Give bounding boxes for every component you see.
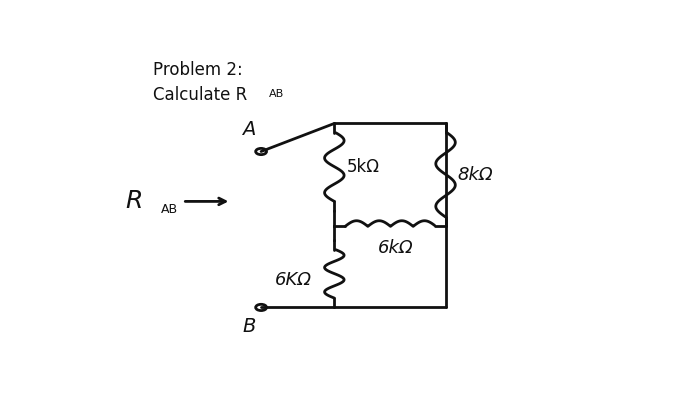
Text: Problem 2:: Problem 2: (153, 61, 242, 79)
Text: AB: AB (270, 89, 284, 98)
Text: A: A (242, 120, 256, 139)
Text: 5kΩ: 5kΩ (346, 158, 379, 176)
Text: R: R (125, 190, 143, 213)
Text: 8kΩ: 8kΩ (458, 166, 493, 184)
Text: 6KΩ: 6KΩ (274, 271, 312, 289)
Text: AB: AB (161, 203, 178, 216)
Text: Calculate R: Calculate R (153, 86, 247, 104)
Text: 6kΩ: 6kΩ (377, 239, 413, 257)
Text: B: B (242, 317, 256, 336)
